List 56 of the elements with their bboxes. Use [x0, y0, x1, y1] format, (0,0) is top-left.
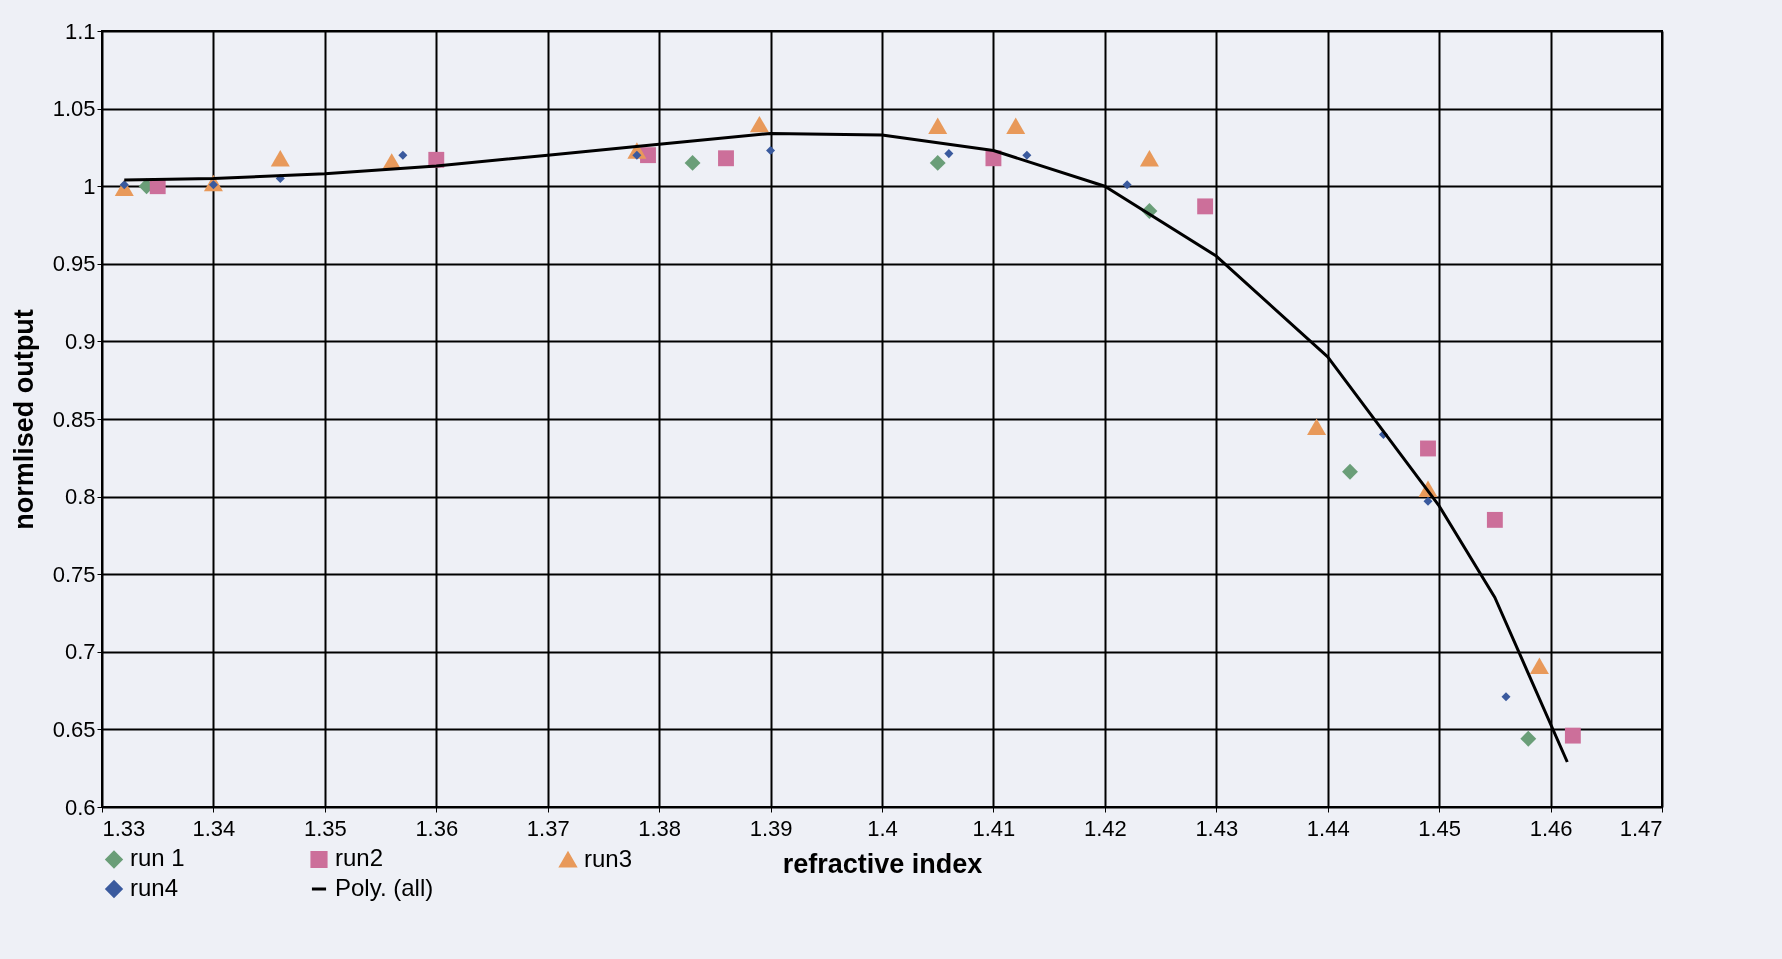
x-tick-label: 1.47	[1619, 815, 1663, 841]
point	[718, 150, 734, 167]
x-tick-label: 1.46	[1529, 815, 1573, 841]
legend-label: run 1	[130, 844, 185, 872]
x-tick-label: 1.41	[972, 815, 1016, 841]
x-tick-label: 1.35	[303, 815, 347, 841]
legend-label: run4	[130, 874, 179, 901]
x-tick-label: 1.33	[102, 815, 146, 841]
point	[398, 150, 408, 160]
x-tick-label: 1.45	[1418, 815, 1462, 841]
point	[749, 115, 769, 133]
legend-label: Poly. (all)	[335, 874, 434, 901]
y-tick-label: 0.65	[52, 716, 96, 742]
point	[1006, 117, 1026, 134]
x-tick-label: 1.37	[526, 815, 570, 841]
point	[1501, 692, 1511, 702]
x-tick-label: 1.39	[749, 815, 793, 841]
point	[1486, 511, 1503, 528]
y-tick-label: 0.7	[64, 639, 96, 665]
y-tick-label: 0.6	[64, 794, 96, 820]
legend-label: run3	[584, 844, 633, 872]
y-axis-title: normlised output	[8, 309, 39, 530]
point	[1342, 463, 1358, 480]
point	[928, 117, 948, 134]
point	[1122, 180, 1132, 190]
point	[1520, 730, 1537, 747]
y-tick-label: 0.9	[64, 328, 96, 354]
x-tick-label: 1.43	[1195, 815, 1239, 841]
y-tick-label: 1.05	[52, 96, 96, 122]
x-tick-label: 1.34	[192, 815, 236, 841]
point	[1139, 150, 1159, 167]
x-tick-label: 1.36	[415, 815, 459, 841]
y-tick-label: 0.75	[52, 561, 96, 587]
point	[270, 150, 290, 167]
point	[1423, 496, 1433, 506]
point	[766, 145, 776, 156]
legend-label: run2	[335, 844, 384, 872]
point	[1529, 657, 1549, 674]
point	[1022, 150, 1032, 160]
point	[944, 149, 954, 159]
y-tick-label: 0.95	[52, 251, 96, 277]
y-tick-label: 0.85	[52, 406, 96, 432]
point	[1564, 727, 1581, 744]
point	[929, 154, 946, 171]
x-tick-label: 1.4	[867, 815, 898, 841]
y-tick-label: 1	[83, 173, 96, 199]
x-tick-label: 1.42	[1083, 815, 1127, 841]
point	[684, 154, 701, 171]
y-tick-label: 1.1	[64, 18, 96, 44]
point	[1197, 198, 1214, 215]
y-tick-label: 0.8	[64, 484, 96, 510]
x-tick-label: 1.38	[638, 815, 682, 841]
point	[1307, 418, 1327, 435]
x-tick-label: 1.44	[1306, 815, 1350, 841]
point	[1420, 440, 1436, 457]
x-axis-title: refractive index	[782, 848, 983, 879]
